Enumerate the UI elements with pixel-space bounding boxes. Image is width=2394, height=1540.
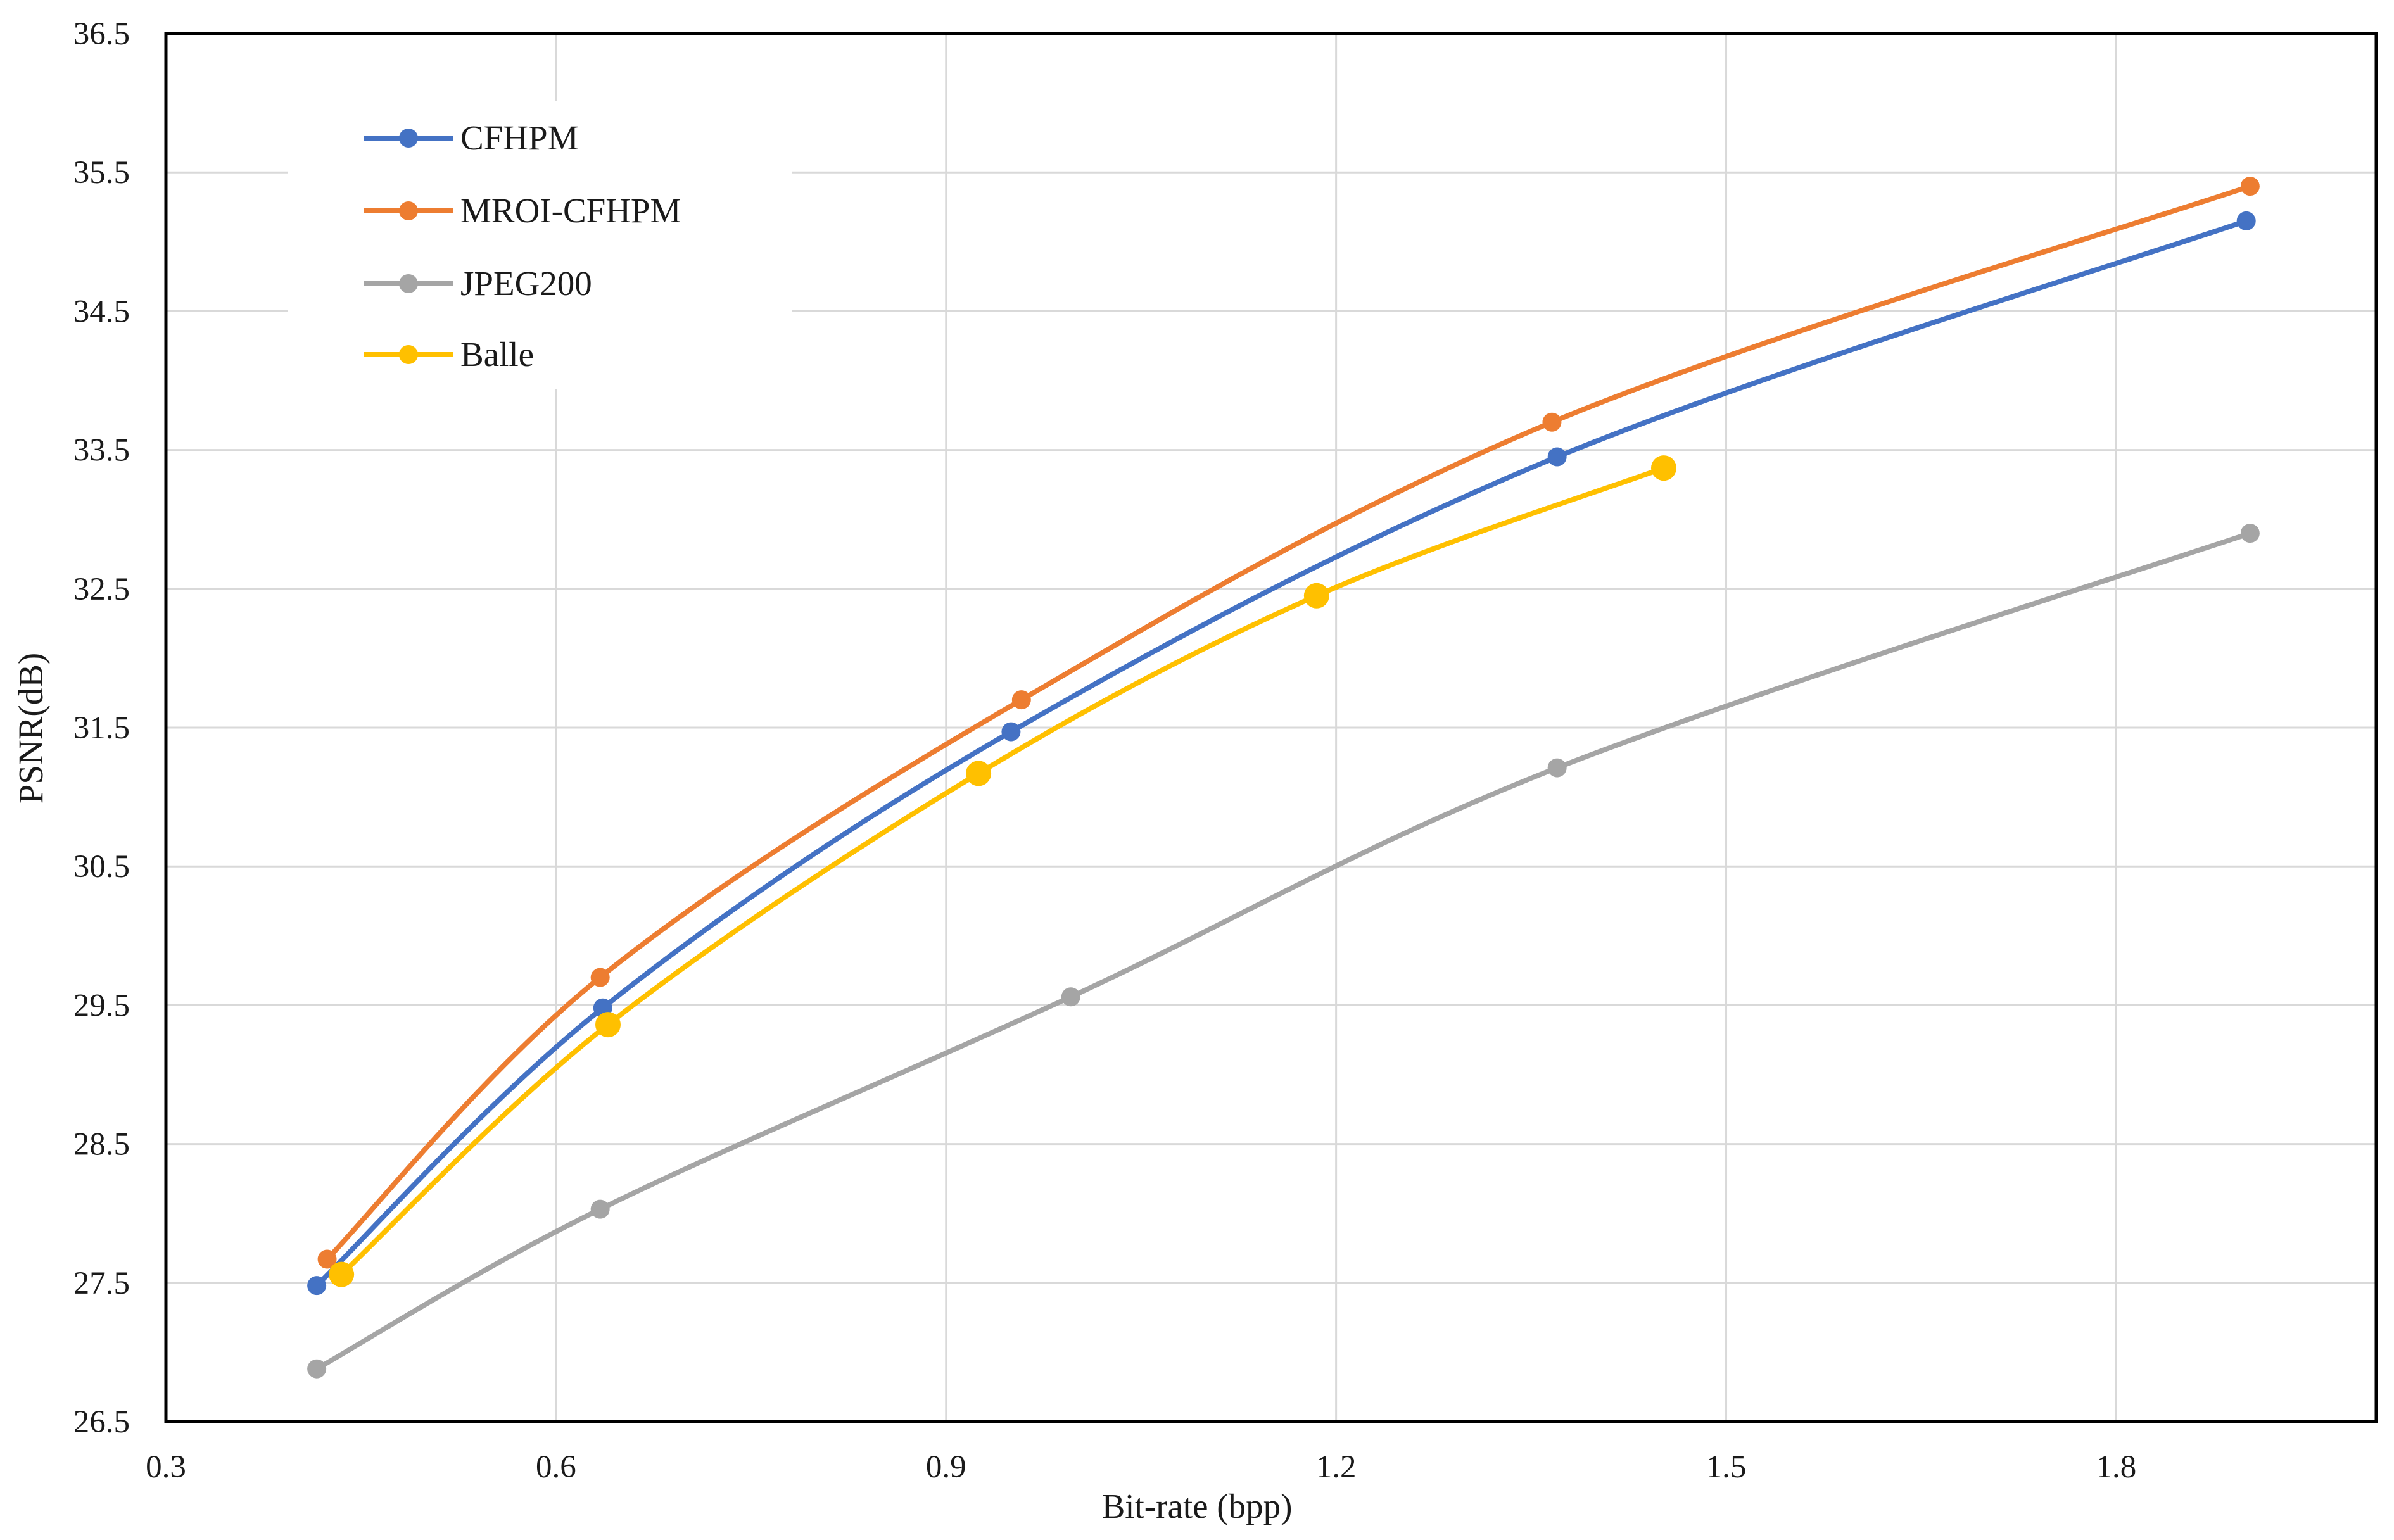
y-tick-label: 28.5 [73,1127,130,1163]
y-tick-label: 31.5 [73,710,130,746]
legend-background [288,101,792,389]
data-point-cfhpm [2236,211,2256,230]
legend-item-cfhpm: CFHPM [364,118,578,157]
data-point-jpeg200 [1061,987,1080,1007]
data-point-jpeg200 [1547,758,1567,778]
y-tick-label: 27.5 [73,1266,130,1301]
series-line-cfhpm [314,218,2249,1289]
y-tick-label: 30.5 [73,849,130,885]
y-tick-label: 32.5 [73,572,130,607]
series-layer [307,177,2260,1379]
data-point-balle [595,1012,621,1038]
plot-area-border [164,32,2378,1423]
data-point-cfhpm [1001,722,1021,742]
y-tick-label: 33.5 [73,433,130,469]
series-cfhpm [307,211,2256,1296]
legend-label: CFHPM [460,118,578,157]
data-point-jpeg200 [590,1199,610,1219]
legend-label: Balle [460,335,534,374]
y-tick-label: 29.5 [73,988,130,1023]
y-axis-title: PSNR(dB) [11,653,50,804]
legend-item-balle: Balle [364,335,534,374]
x-tick-label: 1.8 [2096,1449,2137,1485]
legend-label: MROI-CFHPM [460,191,681,230]
data-point-cfhpm [307,1276,327,1296]
data-point-balle [1650,455,1676,481]
x-tick-label: 0.9 [926,1449,966,1485]
y-tick-label: 35.5 [73,155,130,191]
data-point-cfhpm [1547,447,1567,467]
x-tick-label: 0.3 [146,1449,186,1485]
data-point-balle [1303,583,1329,609]
data-point-jpeg200 [307,1359,327,1379]
data-point-mroi-cfhpm [590,968,610,987]
x-axis-title: Bit-rate (bpp) [1102,1487,1293,1525]
legend-items: CFHPM MROI-CFHPM JPEG200 Balle [364,118,681,374]
data-point-mroi-cfhpm [317,1249,337,1269]
legend-swatch-marker [399,274,418,293]
series-line-jpeg200 [314,531,2253,1372]
x-tick-label: 1.2 [1316,1449,1357,1485]
x-axis-tick-labels: 0.3 0.6 0.9 1.2 1.5 1.8 [146,1449,2136,1485]
legend-swatch-marker [399,129,418,148]
data-point-balle [966,761,992,786]
x-tick-label: 0.6 [536,1449,576,1485]
series-jpeg200 [307,524,2260,1379]
legend-swatch-marker [399,345,418,364]
y-axis-tick-labels: 26.5 27.5 28.5 29.5 30.5 31.5 32.5 33.5 34.5 35.5… [73,16,130,1440]
y-tick-label: 26.5 [73,1404,130,1440]
x-tick-label: 1.5 [1706,1449,1747,1485]
legend-label: JPEG200 [460,264,592,303]
series-line-mroi-cfhpm [324,184,2253,1262]
data-point-balle [329,1261,355,1287]
legend-item-mroi-cfhpm: MROI-CFHPM [364,191,681,230]
y-tick-label: 34.5 [73,294,130,329]
legend: CFHPM MROI-CFHPM JPEG200 Balle [288,101,792,389]
legend-item-jpeg200: JPEG200 [364,264,592,303]
data-point-mroi-cfhpm [1542,412,1562,432]
y-tick-label: 36.5 [73,16,130,52]
data-point-mroi-cfhpm [1011,690,1031,710]
data-point-jpeg200 [2240,524,2260,543]
legend-swatch-marker [399,201,418,220]
series-mroi-cfhpm [317,177,2260,1269]
data-point-mroi-cfhpm [2240,177,2260,196]
series-balle [329,455,1676,1287]
